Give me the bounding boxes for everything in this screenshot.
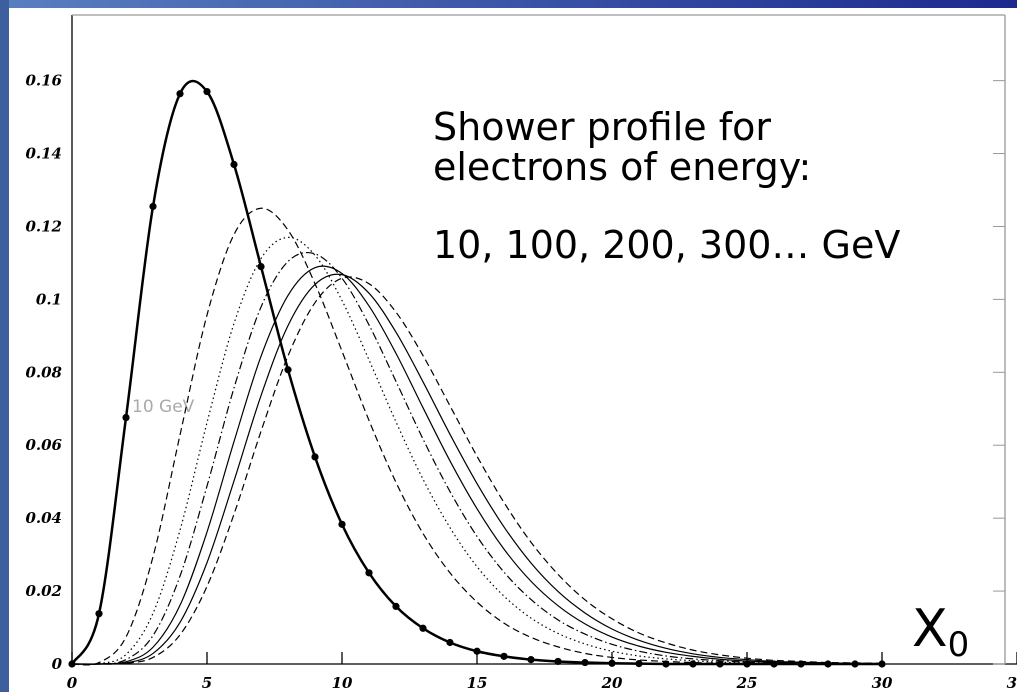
x-tick-label: 15 [467,674,488,692]
data-point [635,660,643,668]
top-bar [0,0,1017,8]
y-tick-label: 0.1 [36,290,62,308]
data-point [392,602,400,610]
series-line [70,79,882,666]
annotation: 10, 100, 200, 300… GeV [433,223,900,267]
data-point [419,624,427,632]
left-bar [0,0,9,692]
y-tick-label: 0.08 [25,363,62,381]
x-tick-label: 30 [872,674,893,692]
data-point [608,659,616,667]
x-tick-label: 10 [332,674,353,692]
data-point [878,660,886,668]
data-point [716,660,724,668]
x-tick-label: 20 [601,674,623,692]
x-tick-label: 35 [1007,674,1017,692]
series-line [71,276,883,665]
data-point [581,658,589,667]
data-point [743,660,751,668]
data-point [284,366,292,374]
data-point [257,262,265,271]
curve-label: 10 GeV [132,397,195,417]
data-point [797,660,805,668]
data-point [95,610,103,618]
data-point [662,660,670,668]
plot-panel [9,8,1017,692]
y-tick-label: 0.04 [25,509,62,527]
data-point [203,87,211,96]
annotation: Shower profile for [433,105,771,149]
data-point [149,202,157,211]
data-point [527,656,535,664]
data-point [554,657,562,666]
data-point [311,453,319,461]
data-point [122,413,130,422]
data-point [338,520,346,528]
y-tick-label: 0 [52,655,63,673]
data-point [446,638,454,647]
data-point [770,660,778,668]
data-point [365,569,373,577]
x-axis-label: X0 [912,599,969,665]
data-point [851,660,859,668]
data-point [689,660,697,668]
data-point [500,652,508,660]
x-tick-label: 5 [202,674,212,692]
x-tick-label: 25 [736,674,758,692]
x-tick-label: 0 [67,674,78,692]
x-axis-label-sub: 0 [948,625,970,665]
data-point [473,647,481,655]
data-point [824,660,832,668]
series-line [71,273,883,665]
data-point [68,660,76,668]
y-tick-label: 0.02 [25,582,62,600]
data-point [230,160,238,169]
y-tick-label: 0.16 [25,72,62,90]
x-axis-label-main: X [912,599,948,659]
data-point [176,90,184,98]
y-tick-label: 0.06 [25,436,62,454]
series-line [71,251,883,665]
y-tick-label: 0.14 [25,145,62,163]
y-tick-label: 0.12 [25,217,62,235]
annotation: electrons of energy: [433,145,811,189]
